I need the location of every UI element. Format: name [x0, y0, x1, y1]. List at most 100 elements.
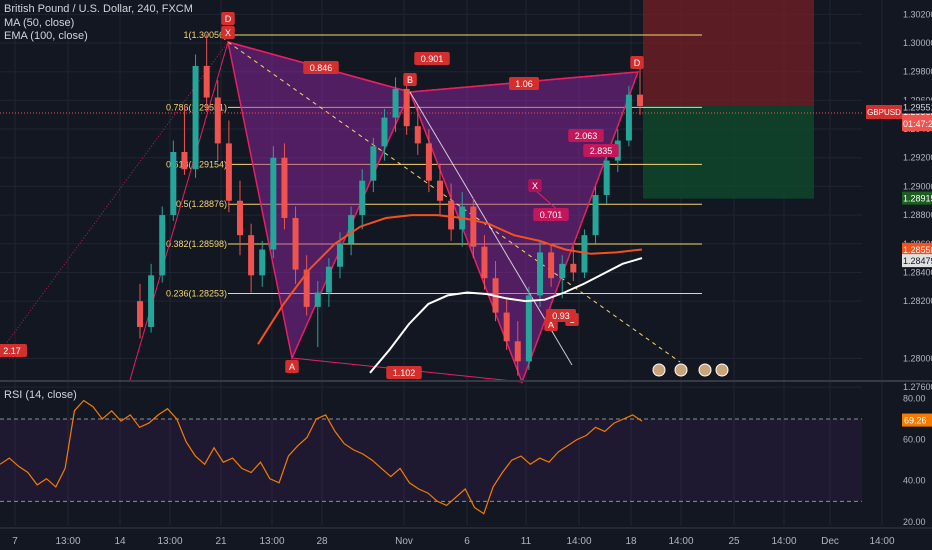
pattern-labels: DXABCDAX0.8460.9011.061.1022.0632.8350.9… — [0, 12, 729, 379]
candle-body — [270, 157, 277, 250]
point-label-x2: X — [532, 181, 538, 191]
y-tick-label: 1.29800 — [903, 67, 932, 77]
candle-body — [314, 292, 321, 307]
price-tag-3: 1.28558 — [903, 245, 932, 255]
point-label-b: B — [407, 75, 413, 85]
ratio-label-217-box — [0, 344, 27, 357]
rsi-tick-label: 20.00 — [903, 517, 926, 527]
candle-body — [448, 200, 455, 230]
rsi-current-box — [902, 413, 932, 427]
ema-legend: EMA (100, close) — [4, 30, 88, 42]
point-label-x-box — [221, 26, 235, 39]
candle-body — [337, 243, 343, 267]
dotted-projection-line — [0, 41, 229, 353]
ratio-label-2063-box — [568, 129, 604, 142]
ratio-label-bcd: 1.06 — [515, 79, 533, 89]
x-tick-label: 28 — [316, 536, 328, 547]
candle-body — [348, 215, 355, 244]
ratio-label-093: 0.93 — [552, 311, 570, 321]
point-label-a: A — [289, 362, 295, 372]
y-tick-label: 1.30000 — [903, 38, 932, 48]
position-zones — [643, 0, 814, 199]
candle-body — [470, 206, 477, 247]
candle-body — [603, 160, 610, 196]
point-label-d-box — [630, 56, 644, 69]
candle-body — [392, 88, 399, 118]
candle-body — [481, 246, 488, 279]
bar-countdown: 01:47:23 — [903, 119, 932, 129]
candle-body — [203, 65, 210, 98]
candle-body — [425, 143, 432, 181]
event-icon — [698, 363, 712, 377]
candle-body — [137, 301, 143, 327]
rsi-tick-label: 40.00 — [903, 476, 926, 486]
ratio-label-093-box — [546, 309, 576, 322]
point-label-x2-box — [528, 179, 542, 192]
candle-body — [159, 215, 166, 276]
candle-body — [370, 146, 377, 181]
ratio-label-217: 2.17 — [3, 346, 21, 356]
x-tick-label: 25 — [728, 536, 740, 547]
candle-body — [570, 263, 577, 273]
ratio-label-abc: 1.102 — [393, 368, 416, 378]
x-tick-label: 6 — [464, 536, 470, 547]
x-tick-label: 13:00 — [55, 536, 80, 547]
candle-body — [581, 235, 588, 273]
ema100-line — [257, 214, 643, 345]
y-tick-label: 1.28800 — [903, 210, 932, 220]
candle-body — [281, 157, 288, 218]
candle-body — [148, 275, 155, 327]
candle-body — [170, 152, 177, 216]
price-tag-2: 1.28915 — [903, 194, 932, 204]
candle-body — [325, 266, 332, 293]
symbol-tag-box — [866, 105, 902, 119]
candle-body — [192, 65, 199, 170]
candle-body — [537, 252, 543, 296]
rsi-legend: RSI (14, close) — [4, 389, 77, 401]
candle-body — [525, 295, 532, 362]
x-tick-label: 14:00 — [566, 536, 591, 547]
rsi-tick-label: 80.00 — [903, 393, 926, 403]
candle-body — [503, 312, 510, 342]
candle-body — [514, 341, 521, 362]
ratio-label-2835-box — [583, 144, 619, 157]
fib-level-label: 0.382(1.28598) — [166, 239, 227, 249]
candle-body — [292, 217, 299, 270]
x-tick-label: 21 — [215, 536, 227, 547]
candle-body — [559, 263, 566, 279]
fib-level-label: 0.5(1.28876) — [176, 199, 227, 209]
price-tag-4-box — [902, 254, 932, 268]
rsi-line — [0, 399, 643, 515]
ma-legend: MA (50, close) — [4, 17, 75, 29]
ratio-label-xab-box — [303, 61, 339, 74]
ratio-label-0701-box — [533, 208, 569, 221]
take-profit-zone — [643, 106, 814, 199]
point-label-b-box — [403, 73, 417, 86]
stop-loss-zone — [643, 0, 814, 107]
x-tick-label: Nov — [395, 536, 413, 547]
point-label: D — [225, 14, 232, 24]
x-tick-label: 18 — [625, 536, 637, 547]
y-tick-label: 1.27600 — [903, 382, 932, 392]
y-tick-label: 1.29600 — [903, 95, 932, 105]
chart-title: British Pound / U.S. Dollar, 240, FXCM — [4, 3, 193, 15]
fib-level-label: 0.236(1.28253) — [166, 289, 227, 299]
y-tick-label: 1.29200 — [903, 153, 932, 163]
x-tick-label: 14:00 — [668, 536, 693, 547]
candle-body — [548, 252, 555, 279]
point-label-x: X — [225, 28, 231, 38]
candle-body — [259, 249, 266, 276]
y-tick-label: 1.28200 — [903, 296, 932, 306]
ratio-label-xad-box — [414, 52, 450, 65]
event-icon — [715, 363, 729, 377]
x-tick-label: 14:00 — [771, 536, 796, 547]
x-tick-label: 14 — [114, 536, 126, 547]
ratio-label-xad: 0.901 — [421, 54, 444, 64]
y-tick-label: 1.28400 — [903, 267, 932, 277]
rsi-band — [0, 419, 862, 502]
candle-body — [214, 97, 221, 144]
candle-body — [248, 235, 255, 276]
symbol-tag: GBPUSD — [867, 108, 901, 117]
